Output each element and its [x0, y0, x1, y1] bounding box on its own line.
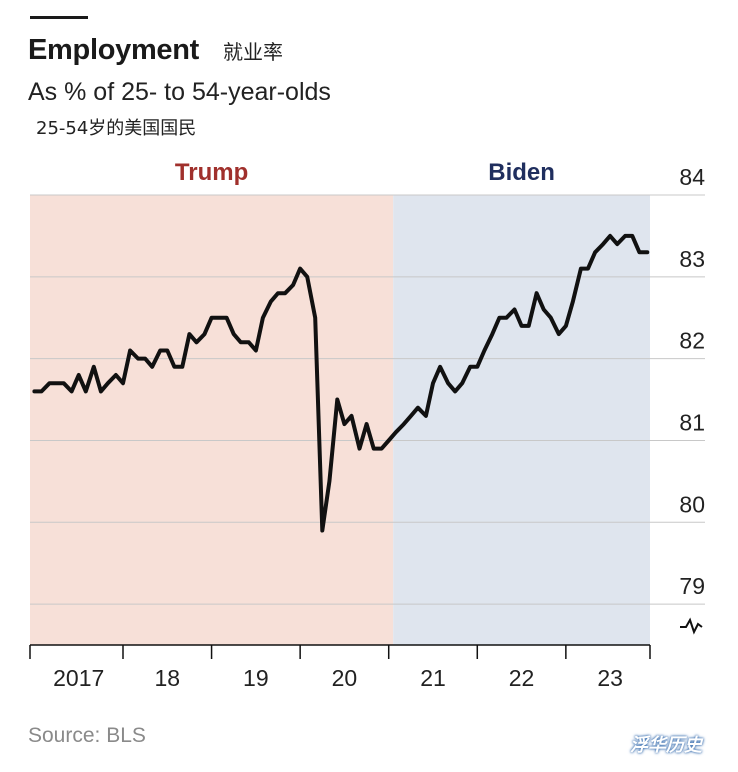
- chart-title: Employment: [28, 34, 200, 66]
- chart-subtitle: As % of 25- to 54-year-olds: [28, 78, 331, 106]
- watermark: 浮华历史: [630, 735, 702, 756]
- period-band-trump: [30, 195, 394, 645]
- x-tick-label-19: 19: [243, 665, 269, 691]
- source-note: Source: BLS: [28, 724, 146, 747]
- y-tick-label-83: 83: [679, 246, 705, 272]
- top-rule: [30, 16, 88, 19]
- y-tick-label-79: 79: [679, 573, 705, 599]
- axis-break-icon: [680, 617, 703, 635]
- chart-subtitle-chinese: 25-54岁的美国国民: [36, 118, 197, 139]
- period-label-trump: Trump: [175, 159, 248, 186]
- x-tick-label-22: 22: [509, 665, 535, 691]
- x-tick-label-2017: 2017: [53, 665, 104, 691]
- y-tick-label-84: 84: [679, 164, 705, 190]
- y-tick-label-82: 82: [679, 328, 705, 354]
- period-band-biden: [393, 195, 650, 645]
- period-label-biden: Biden: [488, 159, 555, 186]
- x-tick-label-23: 23: [597, 665, 623, 691]
- x-tick-label-21: 21: [420, 665, 446, 691]
- series-line-0: [32, 233, 650, 533]
- x-tick-label-20: 20: [332, 665, 358, 691]
- x-tick-label-18: 18: [154, 665, 180, 691]
- chart-title-chinese: 就业率: [223, 40, 284, 64]
- title-row: Employment 就业率: [28, 34, 283, 67]
- y-tick-label-81: 81: [679, 409, 705, 435]
- y-tick-label-80: 80: [679, 491, 705, 517]
